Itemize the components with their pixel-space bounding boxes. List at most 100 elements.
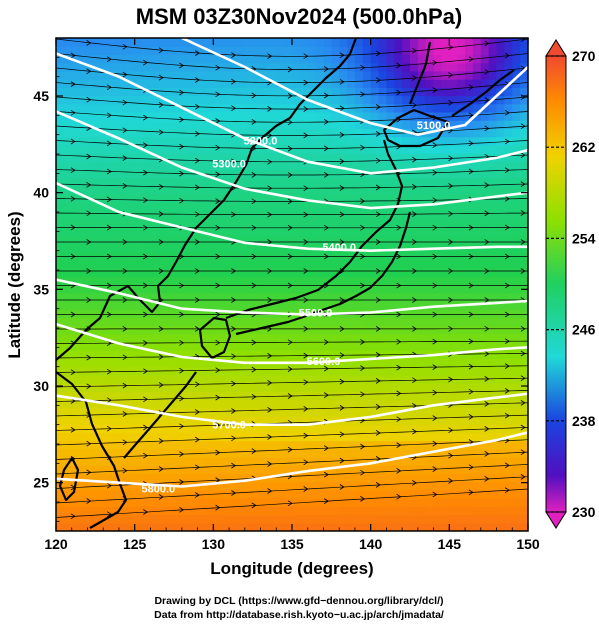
- field-cell: [142, 153, 151, 162]
- field-cell: [504, 70, 513, 80]
- field-cell: [260, 268, 269, 277]
- field-cell: [213, 284, 222, 294]
- field-cell: [323, 522, 332, 531]
- field-cell: [134, 268, 144, 277]
- field-cell: [260, 498, 269, 507]
- field-cell: [181, 95, 191, 105]
- field-cell: [441, 136, 450, 146]
- wind-arrow: [303, 352, 309, 359]
- field-cell: [197, 473, 207, 483]
- wind-arrow: [520, 210, 526, 216]
- wind-arrow: [158, 297, 164, 303]
- field-cell: [425, 120, 435, 130]
- field-cell: [221, 465, 230, 475]
- field-cell: [292, 268, 301, 277]
- field-cell: [221, 120, 230, 130]
- field-cell: [370, 144, 380, 154]
- field-cell: [354, 457, 364, 466]
- field-cell: [284, 489, 293, 499]
- field-cell: [142, 317, 151, 327]
- field-cell: [63, 210, 73, 220]
- field-cell: [347, 465, 356, 475]
- field-cell: [425, 374, 435, 384]
- field-cell: [244, 514, 254, 524]
- wind-arrow: [86, 412, 92, 418]
- field-cell: [189, 506, 199, 516]
- field-cell: [449, 309, 458, 318]
- wind-arrow: [158, 354, 164, 360]
- wind-arrow: [231, 268, 237, 274]
- field-cell: [323, 185, 332, 195]
- field-cell: [229, 391, 238, 401]
- field-cell: [480, 284, 490, 294]
- field-cell: [111, 342, 120, 351]
- field-cell: [370, 481, 380, 491]
- field-cell: [142, 457, 151, 466]
- field-cell: [354, 350, 364, 360]
- field-cell: [221, 473, 230, 483]
- wind-arrow: [375, 378, 381, 384]
- height-contour: [181, 38, 528, 137]
- field-cell: [370, 342, 380, 351]
- field-cell: [402, 309, 411, 318]
- field-cell: [63, 440, 73, 450]
- field-cell: [362, 120, 372, 130]
- field-cell: [433, 481, 443, 491]
- field-cell: [276, 481, 285, 491]
- field-cell: [465, 251, 474, 261]
- field-cell: [284, 498, 293, 507]
- field-cell: [496, 489, 505, 499]
- field-cell: [512, 300, 521, 310]
- field-cell: [465, 112, 474, 121]
- field-cell: [284, 399, 293, 409]
- field-cell: [402, 489, 411, 499]
- field-cell: [457, 407, 466, 417]
- wind-arrow: [396, 253, 402, 260]
- field-cell: [87, 259, 96, 269]
- field-cell: [457, 284, 466, 294]
- field-cell: [449, 54, 458, 64]
- field-cell: [441, 112, 450, 121]
- field-cell: [441, 235, 450, 245]
- field-cell: [433, 383, 443, 392]
- field-cell: [95, 489, 104, 499]
- field-cell: [520, 481, 528, 491]
- field-cell: [504, 218, 513, 228]
- field-cell: [56, 70, 65, 80]
- field-cell: [394, 153, 403, 162]
- field-cell: [221, 227, 230, 236]
- field-cell: [181, 235, 191, 245]
- wind-arrow: [468, 168, 474, 175]
- field-cell: [181, 87, 191, 97]
- field-cell: [504, 169, 513, 179]
- field-cell: [323, 79, 332, 88]
- field-cell: [276, 227, 285, 236]
- field-cell: [158, 144, 167, 154]
- wind-arrow: [194, 157, 200, 164]
- field-cell: [378, 46, 387, 56]
- field-cell: [339, 473, 348, 483]
- wind-arrow: [122, 467, 128, 474]
- field-cell: [354, 424, 364, 434]
- field-cell: [158, 268, 167, 277]
- field-cell: [299, 300, 309, 310]
- field-cell: [142, 259, 151, 269]
- field-cell: [425, 62, 435, 72]
- field-cell: [480, 366, 490, 376]
- wind-arrow: [504, 462, 510, 469]
- field-cell: [166, 522, 175, 531]
- field-cell: [299, 440, 309, 450]
- field-cell: [126, 95, 136, 105]
- field-cell: [213, 79, 222, 88]
- field-cell: [268, 120, 277, 130]
- field-cell: [221, 284, 230, 294]
- field-cell: [111, 448, 120, 458]
- wind-arrow: [323, 282, 329, 289]
- field-cell: [268, 366, 277, 376]
- field-cell: [229, 309, 238, 318]
- field-cell: [472, 87, 482, 97]
- wind-arrow: [396, 364, 402, 371]
- field-cell: [236, 153, 246, 162]
- field-cell: [158, 350, 167, 360]
- field-cell: [268, 70, 277, 80]
